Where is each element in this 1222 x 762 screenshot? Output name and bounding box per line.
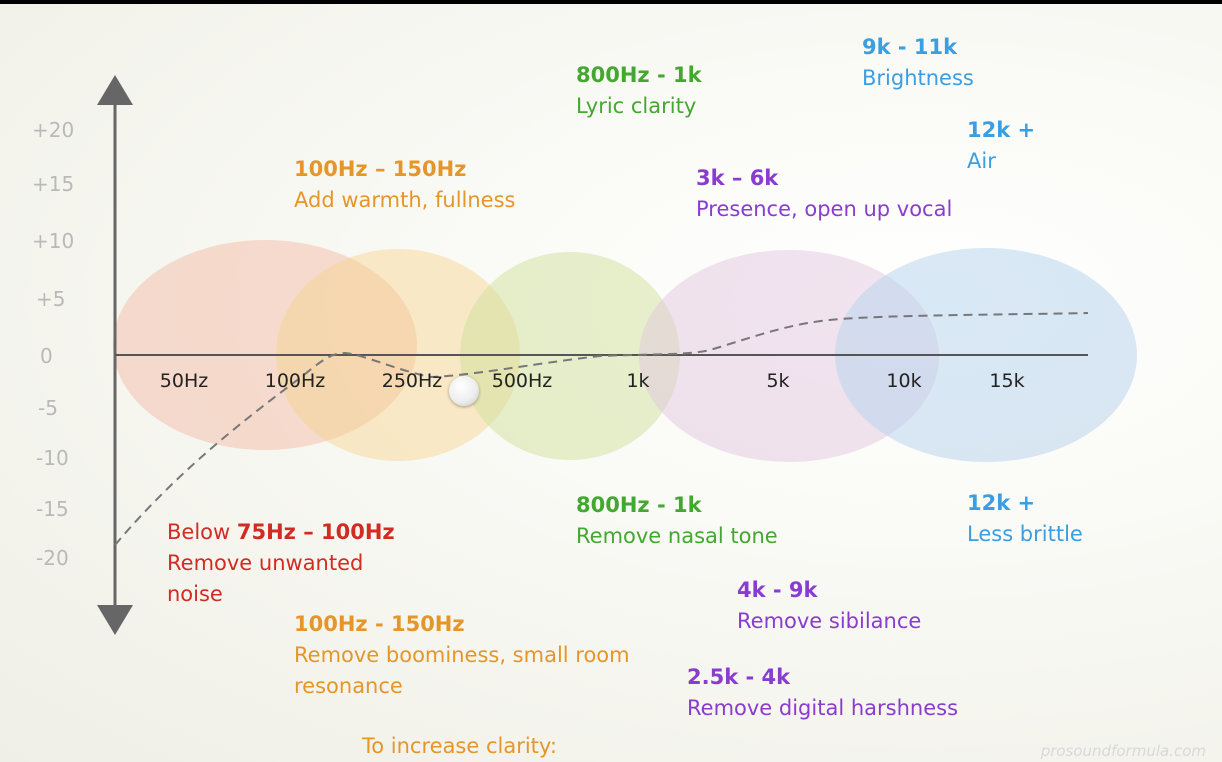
annotation-warmth: 100Hz – 150Hz Add warmth, fullness [294,154,515,216]
annotation-desc: Brightness [862,66,974,90]
annotation-range: 75Hz – 100Hz [236,520,395,544]
annotation-desc: Remove digital harshness [687,696,959,720]
annotation-brittle: 12k + Less brittle [967,488,1083,550]
annotation-harshness: 2.5k - 4k Remove digital harshness [687,662,958,724]
annotation-range-line: Below 75Hz – 100Hz [167,517,395,548]
annotation-desc: Remove unwanted [167,551,364,575]
eq-curve [114,312,1089,546]
y-tick-label: 0 [40,344,53,368]
y-tick-label: -20 [36,546,69,570]
y-tick-label: -15 [36,497,69,521]
x-tick-label: 1k [626,370,650,392]
y-tick-label: -10 [36,446,69,470]
annotation-desc: Remove nasal tone [576,524,778,548]
x-tick-label: 250Hz [381,370,443,392]
annotation-desc: Lyric clarity [576,94,697,118]
band-ellipse-low [113,240,417,450]
annotation-lyric-clarity: 800Hz - 1k Lyric clarity [576,60,702,122]
x-tick-label: 100Hz [264,370,326,392]
y-tick-label: -5 [38,396,58,420]
watermark: prosoundformula.com [1040,742,1206,760]
annotation-sibilance: 4k - 9k Remove sibilance [737,575,921,637]
y-tick-label: +15 [32,172,75,196]
annotation-desc: Remove boominess, small room [294,643,630,667]
annotation-range: 2.5k - 4k [687,665,791,689]
annotation-nasal: 800Hz - 1k Remove nasal tone [576,490,778,552]
annotation-range: 800Hz - 1k [576,493,702,517]
slider-knob[interactable] [449,376,479,406]
annotation-range: 100Hz – 150Hz [294,157,467,181]
x-tick-label: 15k [989,370,1025,392]
annotation-range: 9k - 11k [862,35,958,59]
x-tick-label: 10k [886,370,922,392]
annotation-air: 12k + Air [967,115,1035,177]
top-border [0,0,1222,4]
annotation-range: 100Hz - 150Hz [294,612,465,636]
annotation-range: 12k + [967,491,1036,515]
annotation-desc: Less brittle [967,522,1083,546]
annotation-presence: 3k – 6k Presence, open up vocal [696,163,952,225]
annotation-desc: Add warmth, fullness [294,188,516,212]
annotation-brightness: 9k - 11k Brightness [862,32,974,94]
annotation-range: 4k - 9k [737,578,818,602]
x-tick-label: 50Hz [159,370,209,392]
annotation-range: 12k + [967,118,1036,142]
annotation-range: 3k – 6k [696,166,779,190]
footer-caption: To increase clarity: [362,734,557,758]
y-tick-label: +5 [36,287,66,311]
y-tick-label: +10 [32,229,75,253]
annotation-prefix: Below [167,520,237,544]
x-tick-label: 5k [766,370,790,392]
annotation-desc: Remove sibilance [737,609,922,633]
annotation-range: 800Hz - 1k [576,63,702,87]
x-tick-label: 500Hz [491,370,553,392]
annotation-desc: Presence, open up vocal [696,197,953,221]
annotation-boominess: 100Hz - 150Hz Remove boominess, small ro… [294,609,630,702]
y-tick-label: +20 [32,118,75,142]
annotation-desc: resonance [294,674,403,698]
annotation-desc: Air [967,149,996,173]
annotation-noise: Below 75Hz – 100Hz Remove unwanted noise [167,517,395,610]
annotation-desc: noise [167,582,223,606]
